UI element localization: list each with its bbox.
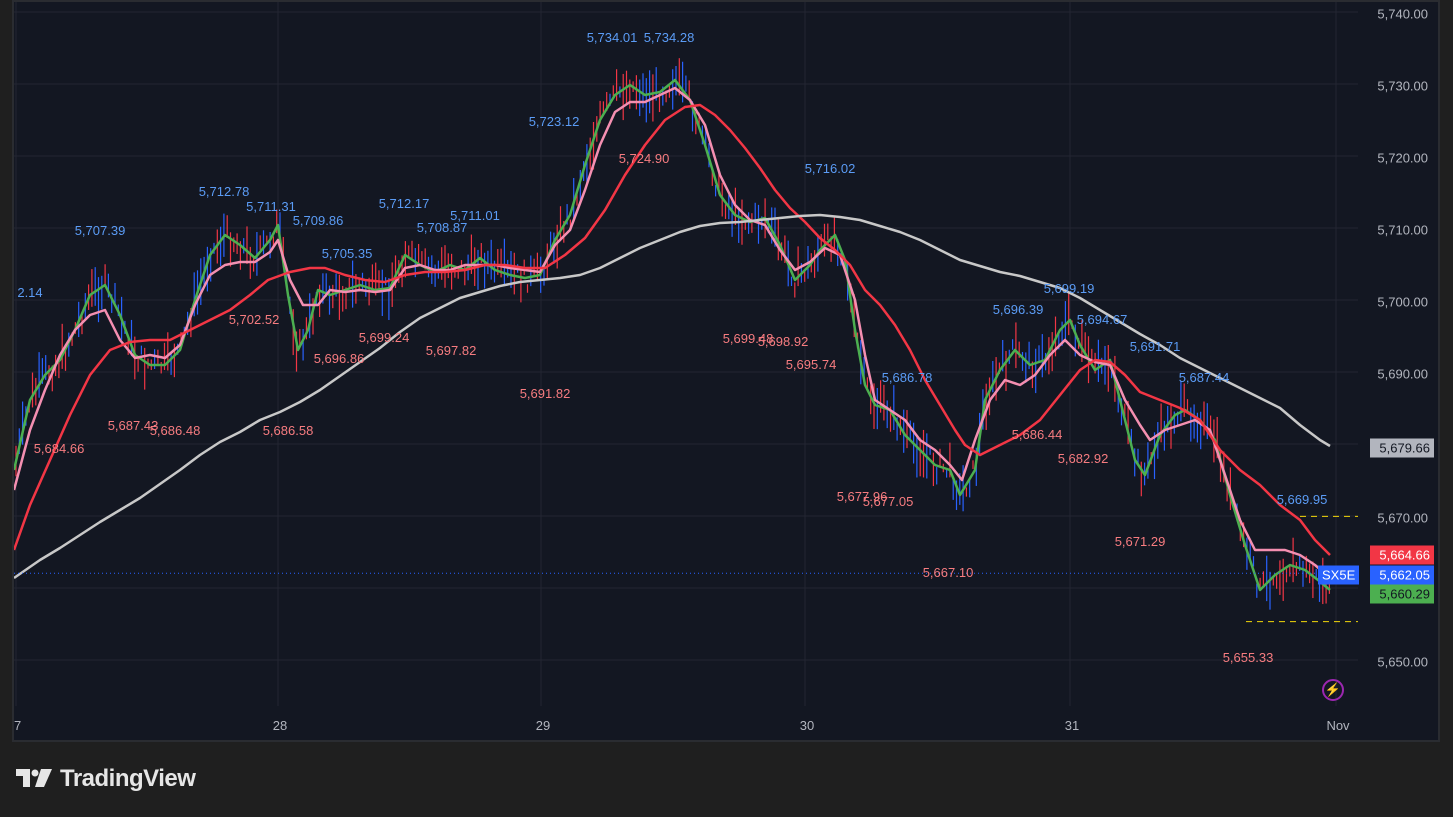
- high-annotation: 5,699.19: [1043, 280, 1095, 296]
- low-annotation: 5,696.86: [313, 350, 365, 366]
- high-annotation: 5,686.78: [881, 369, 933, 385]
- low-annotation: 5,724.90: [618, 151, 670, 167]
- time-axis-label: 31: [1064, 718, 1080, 733]
- last-price-tag: 5,662.05: [1370, 565, 1434, 585]
- high-annotation: 5,694.67: [1076, 311, 1128, 327]
- low-annotation: 5,677.05: [862, 494, 914, 510]
- ma-green-tag: 5,660.29: [1370, 584, 1434, 604]
- time-axis-label: 7: [14, 718, 22, 733]
- high-annotation: 5,687.44: [1178, 370, 1230, 386]
- low-annotation: 5,697.82: [425, 342, 477, 358]
- high-annotation: 5,716.02: [804, 160, 856, 176]
- low-annotation: 5,691.82: [519, 386, 571, 402]
- low-annotation: 5,671.29: [1114, 534, 1166, 550]
- high-annotation: 5,723.12: [528, 113, 580, 129]
- low-annotation: 5,699.24: [358, 329, 410, 345]
- ema-slow-line: [14, 103, 1331, 556]
- high-annotation: 5,696.39: [992, 301, 1044, 317]
- price-plot[interactable]: [14, 2, 1438, 740]
- high-annotation: 5,734.01: [586, 29, 638, 45]
- price-axis-label: 5,690.00: [1377, 366, 1428, 382]
- low-annotation: 5,655.33: [1222, 649, 1274, 665]
- high-annotation: 5,711.31: [246, 198, 296, 214]
- price-axis-label: 5,740.00: [1377, 6, 1428, 22]
- low-annotation: 5,686.44: [1011, 427, 1063, 443]
- price-axis-label: 5,650.00: [1377, 654, 1428, 670]
- tradingview-logo-icon: [16, 769, 52, 787]
- time-axis-label: 30: [799, 718, 815, 733]
- price-axis-label: 5,700.00: [1377, 294, 1428, 310]
- high-annotation: 5,691.71: [1129, 339, 1181, 355]
- low-annotation: 5,684.66: [33, 440, 85, 456]
- price-axis-label: 5,670.00: [1377, 510, 1428, 526]
- low-annotation: 5,695.74: [785, 357, 837, 373]
- high-annotation: 2.14: [17, 284, 43, 300]
- high-annotation: 5,708.87: [416, 220, 468, 236]
- low-annotation: 5,686.58: [262, 422, 314, 438]
- low-annotation: 5,667.10: [922, 564, 974, 580]
- low-annotation: 5,698.92: [757, 334, 809, 350]
- low-annotation: 5,702.52: [228, 311, 280, 327]
- price-axis-label: 5,720.00: [1377, 150, 1428, 166]
- time-axis-label: Nov: [1326, 718, 1350, 733]
- high-annotation: 5,707.39: [74, 223, 126, 239]
- high-annotation: 5,709.86: [292, 213, 344, 229]
- high-annotation: 5,712.17: [378, 196, 430, 211]
- price-axis-label: 5,730.00: [1377, 78, 1428, 94]
- high-annotation: 5,734.28: [643, 29, 695, 45]
- symbol-label: SX5E: [1318, 565, 1360, 585]
- brand-name: TradingView: [60, 765, 196, 792]
- time-axis-label: 28: [272, 718, 288, 733]
- high-annotation: 5,669.95: [1276, 491, 1328, 507]
- high-annotation: 5,712.78: [198, 183, 250, 199]
- price-axis-label: 5,710.00: [1377, 222, 1428, 238]
- tradingview-logo[interactable]: TradingView: [16, 765, 196, 793]
- high-annotation: 5,705.35: [321, 245, 373, 261]
- ma-red-tag: 5,664.66: [1370, 545, 1434, 565]
- low-annotation: 5,682.92: [1057, 450, 1109, 466]
- low-annotation: 5,687.43: [107, 417, 159, 433]
- lightning-icon[interactable]: ⚡: [1322, 679, 1344, 701]
- high-annotation: 5,711.01: [450, 207, 500, 223]
- low-annotation: 5,686.48: [149, 422, 201, 438]
- ema-mid-line: [14, 86, 1331, 579]
- low-annotation: 5,677.96: [836, 489, 888, 505]
- time-axis-label: 29: [535, 718, 551, 733]
- chart-panel[interactable]: 5,740.00 5,730.00 5,720.00 5,710.00 5,700.00…: [12, 0, 1440, 742]
- low-annotation: 5,699.48: [722, 331, 774, 347]
- sma-long-line: [14, 213, 1331, 580]
- ma-long-tag: 5,679.66: [1370, 438, 1434, 458]
